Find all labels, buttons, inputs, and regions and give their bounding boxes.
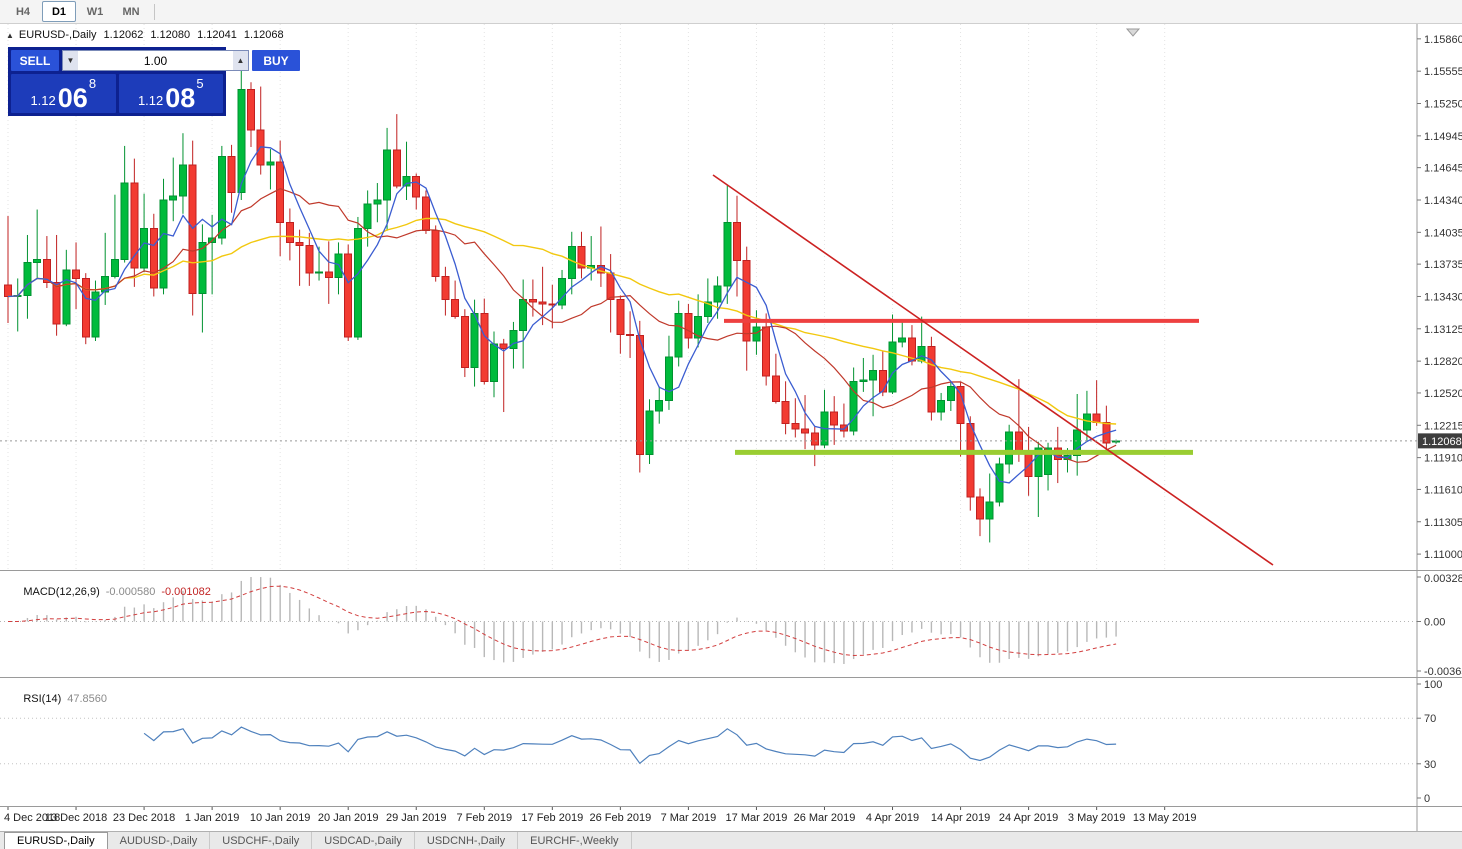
svg-text:1.14340: 1.14340 [1424,195,1462,207]
bottom-tab-bar: EURUSD-,Daily AUDUSD-,Daily USDCHF-,Daily U… [0,831,1462,849]
svg-text:1.11305: 1.11305 [1424,517,1462,529]
timeframe-button-d1[interactable]: D1 [42,1,76,22]
svg-text:26 Mar 2019: 26 Mar 2019 [794,812,856,824]
sell-price-prefix: 1.12 [30,93,56,108]
quote-close: 1.12068 [243,29,284,41]
volume-decrease-icon[interactable]: ▼ [63,51,78,70]
timeframe-button-h4[interactable]: H4 [15,5,31,18]
svg-text:0.00: 0.00 [1424,617,1445,629]
sell-price-box[interactable]: 1.12 06 8 [11,74,116,113]
timeframe-button-mn[interactable]: MN [122,5,140,18]
svg-text:24 Apr 2019: 24 Apr 2019 [999,812,1058,824]
buy-price-box[interactable]: 1.12 08 5 [118,74,223,113]
one-click-toggle-icon[interactable]: ▲ [6,30,14,40]
svg-text:14 Apr 2019: 14 Apr 2019 [931,812,990,824]
time-axis[interactable]: 4 Dec 2018 13 Dec 2018 23 Dec 2018 1 Jan 20… [0,806,1462,831]
svg-text:1.13735: 1.13735 [1424,259,1462,271]
svg-text:1.14035: 1.14035 [1424,227,1462,239]
chart-tab-usdchf-daily[interactable]: USDCHF-,Daily [210,832,313,849]
svg-text:7 Mar 2019: 7 Mar 2019 [661,812,717,824]
svg-text:1 Jan 2019: 1 Jan 2019 [185,812,239,824]
svg-text:1.14645: 1.14645 [1424,163,1462,175]
quote-low: 1.12041 [197,29,237,41]
svg-text:23 Dec 2018: 23 Dec 2018 [113,812,175,824]
macd-panel[interactable]: MACD(12,26,9) -0.000580 -0.001082 0.003287… [0,570,1462,677]
chart-tab-usdcad-daily[interactable]: USDCAD-,Daily [312,832,415,849]
svg-text:1.11910: 1.11910 [1424,453,1462,465]
macd-main-value: -0.000580 [105,586,156,598]
chart-tab-audusd-daily[interactable]: AUDUSD-,Daily [108,832,211,849]
rsi-value: 47.8560 [67,693,108,705]
svg-text:1.14945: 1.14945 [1424,131,1462,143]
macd-header: MACD(12,26,9) -0.000580 -0.001082 [5,574,211,610]
svg-text:13 May 2019: 13 May 2019 [1133,812,1197,824]
main-chart-panel[interactable]: 1.15860 1.15555 1.15250 1.14945 1.14645 1.143… [0,24,1462,570]
svg-text:30: 30 [1424,759,1436,771]
timeframe-toolbar: H4 D1 W1 MN [0,0,1462,24]
svg-text:1.15860: 1.15860 [1424,34,1462,46]
svg-text:17 Mar 2019: 17 Mar 2019 [726,812,788,824]
chart-title: ▲ EURUSD-,Daily 1.12062 1.12080 1.12041 … [6,29,284,41]
macd-label: MACD(12,26,9) [23,586,100,598]
svg-text:0: 0 [1424,793,1430,805]
quote-open: 1.12062 [103,29,144,41]
rsi-panel[interactable]: RSI(14) 47.8560 100 70 30 0 [0,677,1462,806]
sell-button[interactable]: SELL [11,50,59,71]
svg-text:70: 70 [1424,713,1436,725]
timeframe-button-w1[interactable]: W1 [86,5,104,18]
chart-tab-usdcnh-daily[interactable]: USDCNH-,Daily [415,832,519,849]
svg-text:1.11000: 1.11000 [1424,549,1462,561]
volume-input[interactable] [78,51,233,70]
svg-text:1.12820: 1.12820 [1424,356,1462,368]
svg-text:1.11610: 1.11610 [1424,484,1462,496]
svg-text:26 Feb 2019: 26 Feb 2019 [589,812,651,824]
svg-text:7 Feb 2019: 7 Feb 2019 [456,812,512,824]
macd-signal-value: -0.001082 [161,586,211,598]
svg-text:1.12520: 1.12520 [1424,388,1462,400]
svg-text:10 Jan 2019: 10 Jan 2019 [250,812,311,824]
toolbar-separator [154,3,155,20]
svg-text:1.15555: 1.15555 [1424,66,1462,78]
svg-text:3 May 2019: 3 May 2019 [1068,812,1125,824]
svg-text:1.15250: 1.15250 [1424,99,1462,111]
svg-text:1.12215: 1.12215 [1424,420,1462,432]
quote-high: 1.12080 [150,29,191,41]
chart-tab-eurusd-daily[interactable]: EURUSD-,Daily [4,832,108,849]
rsi-header: RSI(14) 47.8560 [5,681,107,717]
svg-text:20 Jan 2019: 20 Jan 2019 [318,812,379,824]
svg-text:-0.003655: -0.003655 [1424,666,1462,677]
buy-price-sup: 5 [196,76,204,91]
chart-tab-eurchf-weekly[interactable]: EURCHF-,Weekly [518,832,632,849]
sell-price-big: 06 [57,83,88,113]
svg-text:1.13430: 1.13430 [1424,291,1462,303]
volume-stepper: ▼ ▲ [62,50,249,71]
svg-text:1.12068: 1.12068 [1422,436,1462,448]
buy-button[interactable]: BUY [252,50,300,71]
rsi-chart[interactable]: 100 70 30 0 [0,678,1462,806]
buy-price-prefix: 1.12 [137,93,164,108]
svg-text:1.13125: 1.13125 [1424,324,1462,336]
timeframe-buttons: H4 D1 W1 MN [6,1,148,22]
candlestick-chart[interactable]: 1.15860 1.15555 1.15250 1.14945 1.14645 1.143… [0,24,1462,570]
sell-price-sup: 8 [88,76,97,91]
chart-symbol-label: EURUSD-,Daily [18,29,97,41]
buy-price-big: 08 [165,83,196,113]
svg-text:17 Feb 2019: 17 Feb 2019 [521,812,583,824]
rsi-label: RSI(14) [23,693,62,705]
svg-text:4 Apr 2019: 4 Apr 2019 [866,812,919,824]
svg-text:13 Dec 2018: 13 Dec 2018 [45,812,107,824]
svg-text:4 Dec 2018: 4 Dec 2018 [4,812,60,824]
volume-increase-icon[interactable]: ▲ [233,51,248,70]
svg-text:100: 100 [1424,679,1442,691]
one-click-trading-widget: SELL ▼ ▲ BUY 1.12 06 8 1.12 08 5 [8,47,300,116]
macd-chart[interactable]: 0.003287 0.00 -0.003655 [0,571,1462,677]
svg-text:0.003287: 0.003287 [1424,573,1462,585]
svg-text:29 Jan 2019: 29 Jan 2019 [386,812,447,824]
